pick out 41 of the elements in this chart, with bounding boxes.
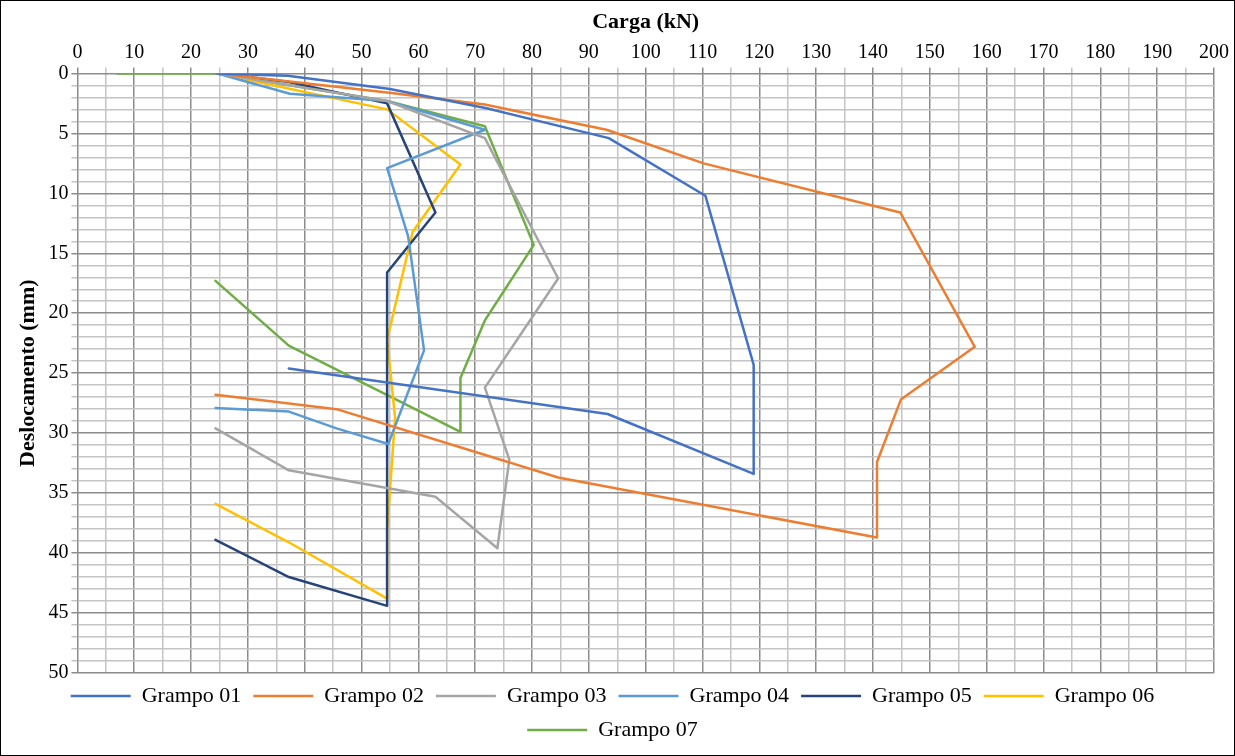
x-tick-label: 20	[181, 39, 202, 62]
x-tick-label: 130	[801, 39, 832, 62]
x-tick-label: 40	[294, 39, 315, 62]
legend-label: Grampo 04	[689, 681, 790, 707]
y-tick-label: 35	[48, 480, 69, 503]
x-tick-label: 110	[687, 39, 718, 62]
x-tick-label: 140	[858, 39, 889, 62]
y-tick-label: 0	[58, 60, 69, 83]
y-tick-label: 15	[48, 240, 69, 263]
x-axis-title: Carga (kN)	[592, 7, 700, 33]
x-tick-label: 30	[237, 39, 258, 62]
legend-label: Grampo 01	[141, 681, 242, 707]
x-tick-label: 10	[124, 39, 145, 62]
x-tick-label: 150	[914, 39, 945, 62]
x-tick-label: 120	[744, 39, 775, 62]
x-tick-label: 60	[408, 39, 429, 62]
y-tick-label: 40	[48, 540, 69, 563]
x-tick-label: 160	[971, 39, 1002, 62]
y-tick-label: 25	[48, 360, 69, 383]
x-tick-label: 200	[1199, 39, 1229, 62]
y-tick-label: 10	[48, 180, 69, 203]
y-tick-label: 45	[48, 600, 69, 623]
x-tick-label: 100	[630, 39, 661, 62]
x-tick-label: 190	[1142, 39, 1173, 62]
x-tick-label: 70	[465, 39, 486, 62]
x-tick-label: 180	[1085, 39, 1116, 62]
y-axis-title: Deslocamento (mm)	[13, 279, 39, 467]
legend-label: Grampo 05	[872, 681, 972, 707]
legend-label: Grampo 06	[1054, 681, 1155, 707]
x-tick-label: 0	[72, 39, 83, 62]
x-tick-label: 80	[522, 39, 543, 62]
y-tick-label: 30	[48, 420, 69, 443]
legend-label: Grampo 07	[598, 715, 698, 741]
legend-label: Grampo 02	[324, 681, 424, 707]
x-tick-label: 90	[578, 39, 599, 62]
y-tick-label: 50	[48, 660, 69, 683]
x-tick-label: 170	[1028, 39, 1059, 62]
legend-label: Grampo 03	[506, 681, 607, 707]
y-tick-label: 5	[58, 120, 69, 143]
y-tick-label: 20	[48, 300, 69, 323]
x-tick-label: 50	[351, 39, 372, 62]
